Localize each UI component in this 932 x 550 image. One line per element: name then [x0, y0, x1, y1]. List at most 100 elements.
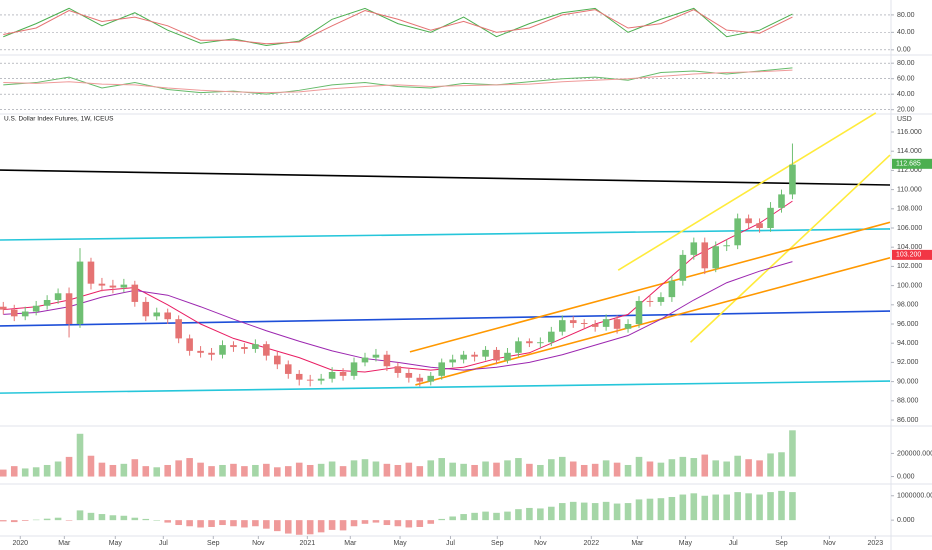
bar — [668, 459, 676, 477]
x-tick-label: Jul — [446, 540, 455, 547]
y-tick-label: 1000000.000 — [897, 493, 932, 500]
chart-title: U.S. Dollar Index Futures, 1W, ICEUS — [4, 116, 114, 123]
bar — [263, 520, 270, 529]
candle-body — [76, 261, 84, 324]
bar — [723, 494, 730, 521]
candle-body — [252, 344, 259, 349]
y-tick-label: 116.000 — [897, 129, 922, 136]
bar — [317, 520, 325, 533]
candle-body — [109, 285, 117, 288]
bar — [789, 430, 796, 477]
bar — [482, 461, 489, 477]
bar — [164, 520, 171, 523]
bar — [471, 512, 478, 521]
candle-body — [734, 218, 741, 246]
candle-body — [767, 207, 774, 228]
oscillator-line — [3, 7, 793, 46]
bar — [602, 501, 610, 521]
candle-body — [284, 364, 292, 374]
candle-body — [10, 309, 18, 317]
bar — [526, 463, 533, 477]
candle-body — [394, 366, 402, 373]
bar — [295, 520, 303, 535]
candle-body — [646, 300, 654, 302]
bar — [65, 456, 73, 477]
candle-body — [350, 362, 358, 376]
bar — [241, 520, 248, 528]
x-tick-label: Jul — [729, 540, 738, 547]
bar — [537, 464, 544, 477]
bar — [372, 461, 380, 477]
price-label: 112.685 — [896, 161, 921, 168]
trend-line — [415, 256, 891, 386]
bar — [635, 499, 643, 521]
x-tick-label: Mar — [631, 540, 644, 547]
bar — [76, 433, 84, 477]
candle-body — [712, 246, 720, 269]
bar — [745, 493, 752, 521]
trend-line — [0, 228, 891, 241]
trend-line — [0, 310, 891, 327]
x-tick-label: Nov — [823, 540, 836, 547]
oscillator-line — [3, 9, 793, 45]
bar — [350, 460, 358, 477]
candle-body — [679, 254, 687, 281]
candle-body — [602, 319, 610, 327]
bar — [142, 466, 150, 477]
bar — [208, 520, 215, 527]
x-tick-label: Nov — [534, 540, 547, 547]
candle-body — [339, 372, 347, 376]
bar — [569, 461, 577, 477]
bar — [263, 463, 270, 477]
bar — [87, 455, 95, 477]
trend-line — [617, 112, 877, 271]
candle-body — [317, 378, 325, 381]
y-tick-label: 90.000 — [897, 378, 919, 385]
candle-body — [153, 312, 161, 317]
candle-body — [591, 324, 599, 327]
candle-body — [427, 375, 435, 382]
bar — [723, 461, 730, 477]
bar — [734, 455, 741, 477]
x-tick-label: 2020 — [12, 540, 28, 547]
bar — [548, 506, 555, 521]
x-tick-label: Nov — [252, 540, 265, 547]
y-tick-label: 0.00 — [897, 47, 911, 54]
bar — [241, 466, 248, 477]
bar — [427, 520, 435, 524]
candle-body — [164, 312, 171, 320]
candle-body — [471, 354, 478, 357]
y-tick-label: 40.00 — [897, 91, 915, 98]
candle-body — [372, 354, 380, 358]
x-tick-label: Sep — [491, 540, 504, 547]
candle-body — [482, 349, 489, 357]
y-tick-label: 98.000 — [897, 302, 919, 309]
bar — [580, 464, 588, 477]
y-tick-label: 200000.000 — [897, 450, 932, 457]
candle-body — [131, 284, 139, 302]
bar — [558, 503, 566, 521]
y-tick-label: 106.000 — [897, 225, 922, 232]
candle-body — [0, 306, 7, 310]
candle-body — [657, 297, 665, 302]
bar — [613, 503, 621, 521]
price-label: 103.200 — [896, 252, 921, 259]
bar — [701, 454, 709, 477]
bar — [778, 490, 785, 521]
bar — [54, 517, 62, 521]
candle-body — [43, 300, 51, 306]
bar — [120, 515, 128, 521]
bar — [98, 462, 106, 477]
bar — [405, 520, 413, 528]
bar — [197, 520, 204, 528]
y-tick-label: 94.000 — [897, 340, 919, 347]
bar — [76, 510, 84, 521]
bar — [591, 503, 599, 521]
bar — [504, 511, 511, 521]
bar — [613, 462, 621, 477]
x-tick-label: Mar — [58, 540, 71, 547]
oscillator-line — [3, 69, 793, 94]
y-tick-label: 20.00 — [897, 107, 915, 114]
bar — [98, 514, 106, 521]
bar — [482, 511, 489, 521]
